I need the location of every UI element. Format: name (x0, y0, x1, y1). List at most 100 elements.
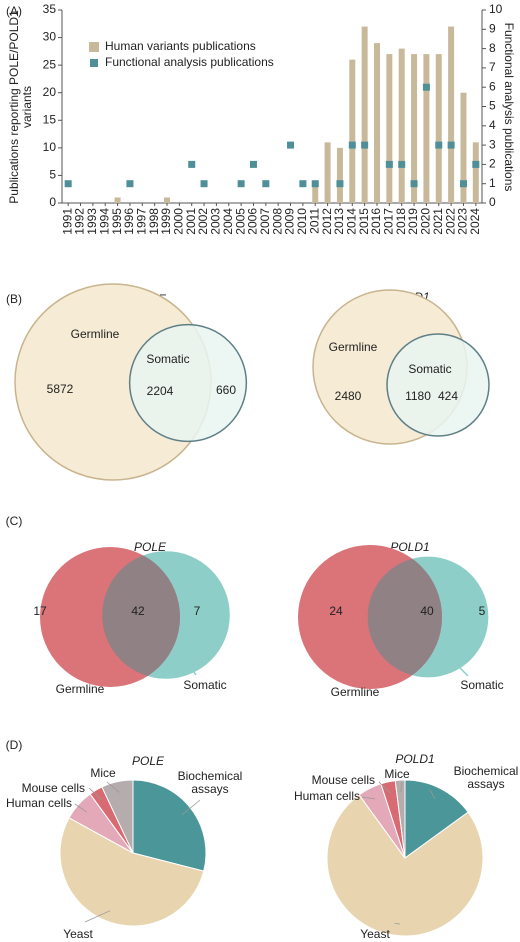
x-tick-label: 2020 (419, 208, 433, 235)
square-marker (262, 180, 270, 188)
x-tick-label: 2002 (196, 208, 210, 235)
slice-label: Mice (90, 766, 116, 780)
x-tick-label: 1995 (110, 208, 124, 235)
x-tick-label: 1997 (134, 208, 148, 235)
slice-label: Biochemical assays (453, 764, 519, 791)
square-marker (200, 180, 208, 188)
x-tick-label: 2021 (431, 208, 445, 235)
panel-title: POLD1 (395, 752, 434, 766)
square-marker (447, 141, 455, 149)
leader-line (88, 787, 102, 800)
slice-label: Mice (384, 767, 410, 781)
slice-label: Yeast (63, 927, 93, 941)
bar (398, 48, 405, 203)
y2-tick-label: 2 (489, 157, 496, 171)
square-marker (64, 180, 72, 188)
region-value: 2204 (147, 384, 174, 398)
x-tick-label: 2014 (344, 208, 358, 235)
y2-tick-label: 1 (489, 176, 496, 190)
bar (114, 197, 121, 203)
x-tick-label: 2024 (468, 208, 482, 235)
square-marker (336, 180, 344, 188)
bar (374, 43, 380, 204)
region-value: 42 (131, 604, 145, 618)
set-label: Germline (329, 340, 378, 354)
x-tick-label: 2023 (456, 208, 470, 235)
slice-label: Mouse cells (311, 773, 375, 787)
y2-tick-label: 10 (489, 2, 503, 16)
x-tick-label: 2004 (221, 208, 235, 235)
y-tick-label: 5 (49, 168, 56, 182)
square-marker (287, 141, 295, 149)
x-tick-label: 1998 (147, 208, 161, 235)
x-tick-label: 2013 (332, 208, 346, 235)
y2-tick-label: 8 (489, 41, 496, 55)
y-tick-label: 35 (43, 2, 57, 16)
bar (312, 186, 319, 203)
pie-slice (404, 779, 469, 859)
y-tick-label: 10 (43, 140, 57, 154)
x-tick-label: 2000 (172, 208, 186, 235)
x-tick-label: 2016 (369, 208, 383, 235)
bar (411, 54, 418, 203)
square-marker (410, 180, 418, 188)
leader-line (429, 789, 436, 800)
x-tick-label: 2009 (283, 208, 297, 235)
x-tick-label: 2003 (209, 208, 223, 235)
x-tick-label: 2015 (357, 208, 371, 235)
set-label: Germline (71, 327, 120, 341)
bar (324, 142, 331, 203)
bar (448, 26, 455, 203)
region-value: 2480 (335, 389, 362, 403)
legend-label: Human variants publications (105, 39, 256, 53)
leader-line (89, 667, 98, 681)
region-value: 40 (420, 604, 434, 618)
leader-line (187, 663, 197, 676)
x-tick-label: 2017 (382, 208, 396, 235)
square-marker (385, 160, 393, 168)
bar (460, 92, 467, 203)
square-marker (348, 141, 356, 149)
slice-label: Human cells (5, 796, 72, 810)
bar (336, 147, 343, 203)
leader-line (74, 803, 87, 813)
y2-tick-label: 3 (489, 137, 496, 151)
set-label: Germline (56, 682, 105, 696)
y2-tick-label: 4 (489, 118, 496, 132)
region-value: 5872 (47, 382, 74, 396)
y-tick-label: 15 (43, 112, 57, 126)
square-marker (459, 180, 467, 188)
x-tick-label: 2012 (320, 208, 334, 235)
leader-line (106, 781, 120, 793)
square-marker (435, 141, 443, 149)
bar (386, 54, 393, 203)
square-marker (398, 160, 406, 168)
y-tick-label: 25 (43, 57, 57, 71)
x-tick-label: 2018 (394, 208, 408, 235)
set-label: Somatic (146, 352, 189, 366)
y2-tick-label: 7 (489, 60, 496, 74)
square-marker (237, 180, 245, 188)
bar (164, 197, 170, 203)
square-marker (422, 83, 430, 91)
x-tick-label: 2010 (295, 208, 309, 235)
region-value: 424 (438, 389, 458, 403)
x-tick-label: 1992 (73, 208, 87, 235)
square-marker (188, 160, 196, 168)
panel-label: (C) (6, 514, 23, 528)
legend-marker (89, 42, 99, 52)
set-label: Somatic (183, 678, 226, 692)
somatic-circle (128, 323, 248, 443)
x-tick-label: 1993 (85, 208, 99, 235)
slice-label: Mouse cells (21, 781, 85, 795)
square-marker (311, 180, 319, 188)
x-tick-label: 2007 (258, 208, 272, 235)
slice-label: Human cells (293, 789, 360, 803)
panel-label: (B) (6, 292, 22, 306)
region-value: 660 (216, 383, 236, 397)
slice-label: Yeast (360, 927, 390, 941)
leader-line (400, 781, 403, 792)
bar (361, 26, 368, 203)
bar (423, 54, 430, 203)
